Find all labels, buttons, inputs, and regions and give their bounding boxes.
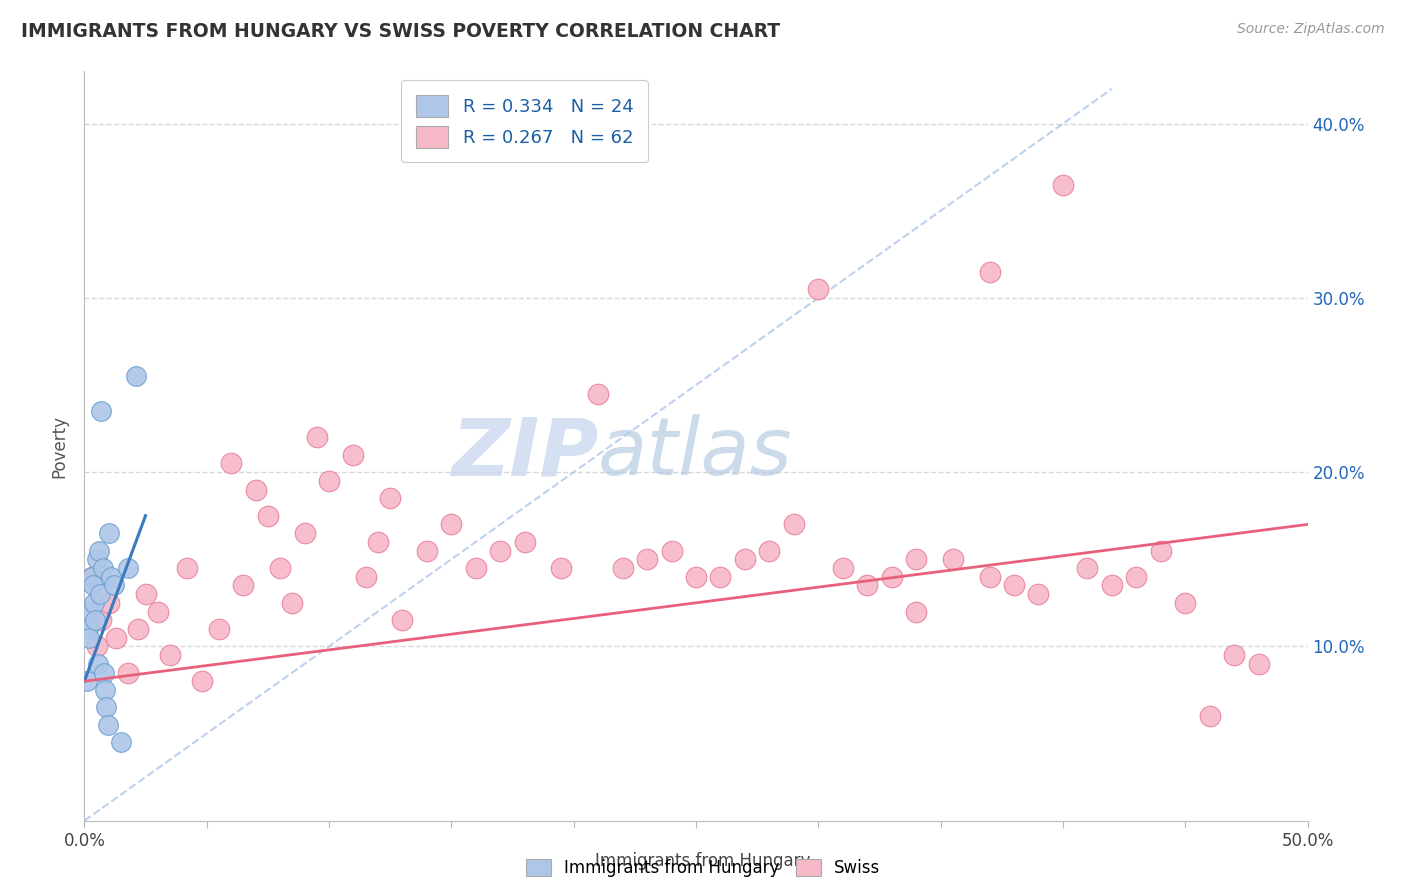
Point — [86, 552, 108, 566]
Point — [318, 474, 340, 488]
Point — [489, 543, 512, 558]
Point — [90, 613, 112, 627]
Point — [232, 578, 254, 592]
Point — [80, 570, 103, 584]
Point — [905, 552, 928, 566]
Point — [354, 570, 377, 584]
Y-axis label: Poverty: Poverty — [51, 415, 69, 477]
Point — [979, 570, 1001, 584]
Point — [94, 682, 117, 697]
Point — [342, 448, 364, 462]
Point — [100, 570, 122, 584]
Legend: R = 0.334   N = 24, R = 0.267   N = 62: R = 0.334 N = 24, R = 0.267 N = 62 — [402, 80, 648, 162]
Text: Source: ZipAtlas.com: Source: ZipAtlas.com — [1237, 22, 1385, 37]
Text: IMMIGRANTS FROM HUNGARY VS SWISS POVERTY CORRELATION CHART: IMMIGRANTS FROM HUNGARY VS SWISS POVERTY… — [21, 22, 780, 41]
Point — [269, 561, 291, 575]
Point — [979, 265, 1001, 279]
Point — [77, 622, 100, 636]
Point — [1247, 657, 1270, 671]
Point — [87, 543, 110, 558]
Point — [77, 631, 100, 645]
Point — [513, 534, 536, 549]
Point — [125, 369, 148, 384]
Point — [97, 718, 120, 732]
Point — [1223, 648, 1246, 662]
Point — [105, 631, 128, 645]
Point — [87, 657, 110, 671]
Point — [89, 587, 111, 601]
Point — [661, 543, 683, 558]
Point — [97, 596, 120, 610]
Point — [91, 561, 114, 575]
Point — [127, 622, 149, 636]
Point — [1101, 578, 1123, 592]
Point — [612, 561, 634, 575]
Point — [807, 282, 830, 296]
Point — [380, 491, 402, 506]
Point — [391, 613, 413, 627]
Point — [416, 543, 439, 558]
Point — [176, 561, 198, 575]
Point — [110, 735, 132, 749]
Point — [83, 596, 105, 610]
Point — [97, 526, 120, 541]
Point — [1076, 561, 1098, 575]
Point — [146, 605, 169, 619]
Point — [685, 570, 707, 584]
Point — [1002, 578, 1025, 592]
Point — [1198, 709, 1220, 723]
Point — [1052, 178, 1074, 192]
Point — [96, 700, 118, 714]
Point — [90, 404, 112, 418]
Point — [117, 665, 139, 680]
Point — [1125, 570, 1147, 584]
Point — [1150, 543, 1173, 558]
Text: atlas: atlas — [598, 415, 793, 492]
Point — [880, 570, 903, 584]
Point — [734, 552, 756, 566]
Point — [257, 508, 280, 523]
Point — [831, 561, 853, 575]
Point — [1028, 587, 1050, 601]
Text: ZIP: ZIP — [451, 415, 598, 492]
Point — [93, 665, 115, 680]
Point — [464, 561, 486, 575]
Point — [905, 605, 928, 619]
Point — [281, 596, 304, 610]
Point — [80, 570, 103, 584]
Point — [440, 517, 463, 532]
Point — [586, 386, 609, 401]
Point — [856, 578, 879, 592]
Point — [208, 622, 231, 636]
Point — [159, 648, 181, 662]
Point — [294, 526, 316, 541]
Point — [245, 483, 267, 497]
Point — [219, 457, 242, 471]
Point — [709, 570, 731, 584]
Point — [305, 430, 328, 444]
Text: Immigrants from Hungary: Immigrants from Hungary — [595, 852, 811, 870]
Point — [135, 587, 157, 601]
Point — [942, 552, 965, 566]
Point — [367, 534, 389, 549]
Point — [82, 578, 104, 592]
Point — [84, 613, 107, 627]
Point — [86, 640, 108, 654]
Point — [636, 552, 658, 566]
Point — [79, 605, 101, 619]
Point — [117, 561, 139, 575]
Point — [758, 543, 780, 558]
Legend: Immigrants from Hungary, Swiss: Immigrants from Hungary, Swiss — [519, 852, 887, 884]
Point — [76, 674, 98, 689]
Point — [783, 517, 806, 532]
Point — [1174, 596, 1197, 610]
Point — [103, 578, 125, 592]
Point — [550, 561, 572, 575]
Point — [191, 674, 214, 689]
